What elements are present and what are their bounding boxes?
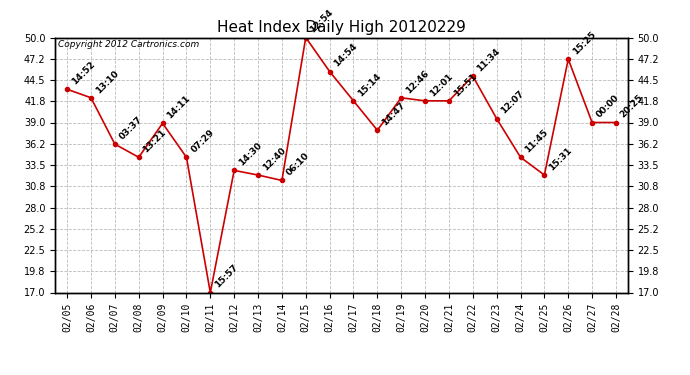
Text: 15:14: 15:14 (356, 71, 383, 98)
Text: 20:25: 20:25 (619, 93, 645, 120)
Text: 14:52: 14:52 (70, 60, 97, 87)
Text: 12:07: 12:07 (500, 89, 526, 116)
Text: 11:34: 11:34 (475, 46, 502, 74)
Text: 14:47: 14:47 (380, 100, 407, 128)
Text: 12:40: 12:40 (261, 146, 288, 172)
Text: 03:37: 03:37 (117, 115, 144, 141)
Text: 13:10: 13:10 (94, 69, 120, 95)
Text: 06:10: 06:10 (285, 151, 311, 178)
Text: 00:00: 00:00 (595, 93, 621, 120)
Text: 15:51: 15:51 (452, 72, 478, 98)
Text: 11:45: 11:45 (523, 128, 550, 154)
Text: 15:31: 15:31 (547, 146, 574, 172)
Text: 14:30: 14:30 (237, 141, 264, 168)
Text: 14:11: 14:11 (166, 94, 192, 120)
Text: 12:01: 12:01 (428, 72, 454, 98)
Text: 12:54: 12:54 (308, 8, 335, 35)
Text: 12:46: 12:46 (404, 68, 431, 95)
Text: 07:29: 07:29 (189, 128, 216, 154)
Text: 15:57: 15:57 (213, 263, 240, 290)
Text: Copyright 2012 Cartronics.com: Copyright 2012 Cartronics.com (58, 40, 199, 49)
Text: 13:21: 13:21 (141, 128, 168, 154)
Text: 15:25: 15:25 (571, 30, 598, 56)
Title: Heat Index Daily High 20120229: Heat Index Daily High 20120229 (217, 20, 466, 35)
Text: 14:54: 14:54 (333, 42, 359, 69)
